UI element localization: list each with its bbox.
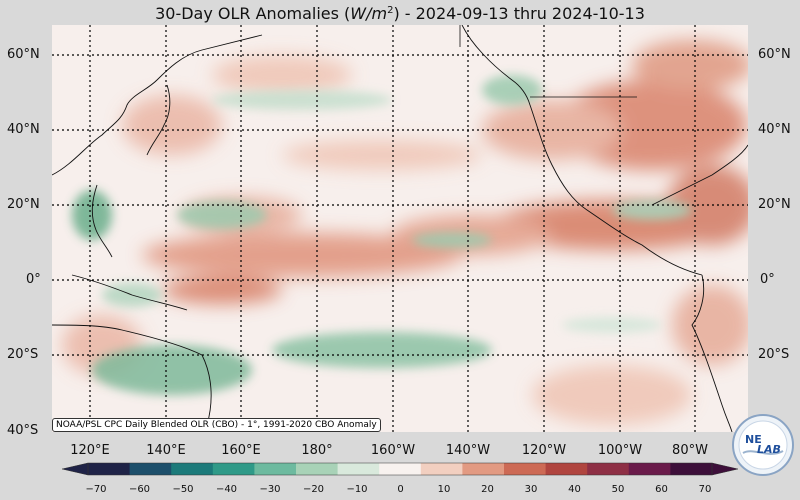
south-america-coast [691, 274, 733, 432]
source-note: NOAA/PSL CPC Daily Blended OLR (CBO) - 1… [52, 418, 381, 432]
lon-label: 140°W [445, 443, 491, 458]
colorbar-cell [254, 463, 297, 475]
colorbar-cell [129, 463, 172, 475]
lat-label-left: 60°N [7, 47, 40, 62]
colorbar-cell [462, 463, 505, 475]
lat-label-left: 20°N [7, 197, 40, 212]
colorbar-cell [420, 463, 463, 475]
colorbar-tick-label: 10 [437, 484, 451, 495]
lat-label-right: 20°N [758, 197, 791, 212]
colorbar-tick-label: −40 [215, 484, 238, 495]
philippines-coast [91, 184, 113, 258]
colorbar-tick-label: 60 [655, 484, 668, 495]
colorbar-frame [87, 462, 713, 476]
lat-label-right: 40°N [758, 122, 791, 137]
colorbar-cell [545, 463, 588, 475]
logo-text-1: NE [745, 433, 762, 446]
colorbar-tick-label: −10 [346, 484, 368, 495]
colorbar-cell [587, 463, 630, 475]
map-canvas [52, 25, 748, 432]
colorbar-tick-label: 50 [611, 484, 625, 495]
positive-anomaly-regions [62, 40, 748, 425]
colorbar-cell [296, 463, 339, 475]
lat-label-right: 20°S [758, 347, 790, 362]
nevlab-logo: NE LAB [732, 414, 794, 476]
lon-label: 180° [301, 443, 333, 458]
colorbar-cell [670, 463, 713, 475]
gulf-coast [651, 144, 748, 206]
colorbar-tick-label: −70 [85, 484, 107, 495]
lon-label: 80°W [672, 443, 708, 458]
colorbar-cell [379, 463, 422, 475]
colorbar-cell [504, 463, 547, 475]
lon-label: 160°W [370, 443, 416, 458]
colorbar-cell [212, 463, 255, 475]
colorbar-tick-label: −20 [302, 484, 325, 495]
olr-anomaly-map [52, 25, 748, 432]
colorbar-cell [88, 463, 131, 475]
indonesia-coast [71, 274, 188, 311]
colorbar-tick-label: −60 [128, 484, 151, 495]
colorbar-tick-label: 30 [524, 484, 538, 495]
colorbar-cell [337, 463, 380, 475]
colorbar [61, 462, 739, 476]
colorbar-cell [628, 463, 671, 475]
lat-label-left: 20°S [7, 347, 39, 362]
colorbar-left-arrow [61, 462, 89, 476]
lat-label-left: 0° [26, 272, 41, 287]
colorbar-tick-label: −50 [172, 484, 194, 495]
gridlines [52, 25, 748, 432]
asia-coast [52, 34, 263, 176]
colorbar-tick-label: 0 [397, 484, 404, 495]
map-title: 30-Day OLR Anomalies (W/m2) - 2024-09-13… [155, 4, 645, 23]
lon-label: 160°E [221, 443, 261, 458]
colorbar-tick-label: 20 [481, 484, 494, 495]
north-america-coast [461, 25, 703, 276]
lat-label-right: 0° [760, 272, 775, 287]
colorbar-tick-label: −30 [259, 484, 281, 495]
lat-label-left: 40°S [7, 423, 39, 438]
lat-label-right: 60°N [758, 47, 791, 62]
colorbar-tick-label: 70 [698, 484, 712, 495]
colorbar-cell [171, 463, 214, 475]
lon-label: 100°W [597, 443, 643, 458]
lon-label: 120°E [70, 443, 110, 458]
colorbar-tick-label: 40 [568, 484, 581, 495]
logo-text-2: LAB [757, 443, 781, 456]
lon-label: 140°E [146, 443, 186, 458]
japan-coast [146, 84, 171, 156]
lon-label: 120°W [521, 443, 567, 458]
lat-label-left: 40°N [7, 122, 40, 137]
